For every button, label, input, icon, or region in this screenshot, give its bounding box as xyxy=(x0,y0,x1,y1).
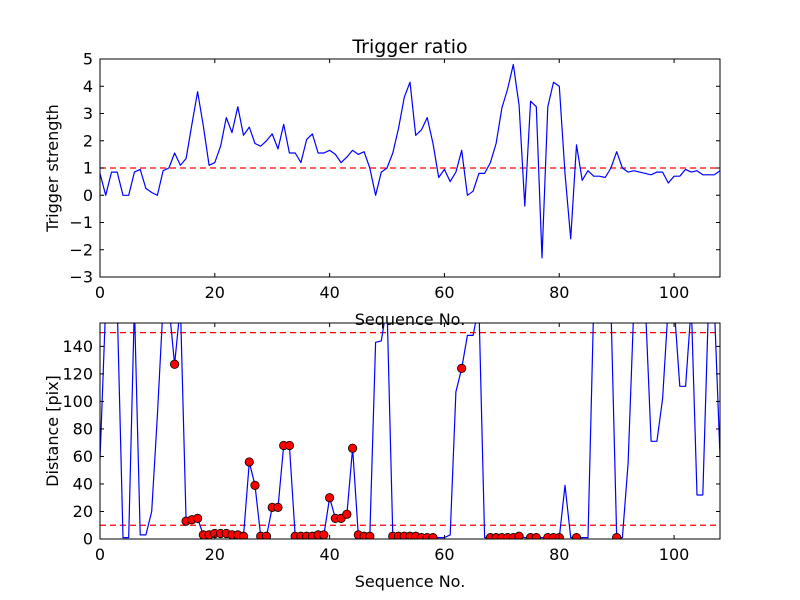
series-line xyxy=(100,63,720,259)
data-point xyxy=(365,531,375,539)
data-point xyxy=(612,533,622,539)
x-tick-label: 20 xyxy=(205,283,225,302)
chart-title: Trigger ratio xyxy=(351,36,467,58)
x-tick-label: 40 xyxy=(319,283,339,302)
y-tick-label: 40 xyxy=(73,474,93,493)
y-tick-label: −2 xyxy=(69,240,93,259)
x-tick-label: 40 xyxy=(319,545,339,564)
y-tick-label: 0 xyxy=(83,530,93,549)
data-point xyxy=(238,531,249,539)
data-point xyxy=(428,533,438,539)
data-point xyxy=(284,440,295,451)
x-axis-label: Sequence No. xyxy=(355,310,466,329)
data-point xyxy=(342,509,352,519)
y-axis-label: Trigger strength xyxy=(43,104,62,233)
x-tick-label: 80 xyxy=(549,545,569,564)
x-tick-label: 20 xyxy=(205,545,225,564)
data-point xyxy=(170,359,180,369)
x-tick-label: 0 xyxy=(95,283,105,302)
plot-frame xyxy=(99,322,721,540)
y-tick-label: −1 xyxy=(69,213,93,232)
data-point xyxy=(457,363,467,374)
y-axis-label: Distance [pix] xyxy=(43,375,62,487)
y-tick-label: 80 xyxy=(73,419,93,438)
x-tick-label: 0 xyxy=(95,545,105,564)
x-axis-label: Sequence No. xyxy=(355,572,466,591)
y-tick-label: 3 xyxy=(83,104,93,123)
y-tick-label: −3 xyxy=(69,268,93,287)
y-tick-label: 20 xyxy=(73,502,93,521)
y-tick-label: 5 xyxy=(83,50,93,69)
data-point xyxy=(571,533,582,539)
y-tick-label: 140 xyxy=(62,337,93,356)
y-tick-label: 60 xyxy=(73,447,93,466)
data-point xyxy=(319,530,329,539)
x-tick-label: 60 xyxy=(434,545,454,564)
x-tick-label: 60 xyxy=(434,283,454,302)
y-tick-label: 4 xyxy=(83,77,93,96)
trigger-ratio-panel: 0 20 40 60 80 100 −3 −2 −1 0 1 2 3 4 5 Sequence No. Trig… xyxy=(43,36,721,329)
data-point xyxy=(244,457,254,467)
y-tick-label: 120 xyxy=(62,364,93,383)
x-tick-label: 80 xyxy=(549,283,569,302)
data-point xyxy=(347,443,358,453)
data-point xyxy=(192,513,203,523)
data-point xyxy=(514,531,524,539)
y-tick-label: 0 xyxy=(83,186,93,205)
x-tick-label: 100 xyxy=(659,545,690,564)
y-tick-label: 2 xyxy=(83,131,93,150)
distance-panel: 0 20 40 60 80 100 0 20 40 60 80 100 120 140 Sequence N… xyxy=(43,322,721,591)
y-tick-label: 1 xyxy=(83,159,93,178)
data-point xyxy=(261,531,272,539)
y-tick-label: 100 xyxy=(62,392,93,411)
data-point xyxy=(325,493,335,503)
x-tick-label: 100 xyxy=(659,283,690,302)
data-point xyxy=(273,502,283,512)
data-point xyxy=(531,533,541,539)
data-point xyxy=(250,480,260,490)
